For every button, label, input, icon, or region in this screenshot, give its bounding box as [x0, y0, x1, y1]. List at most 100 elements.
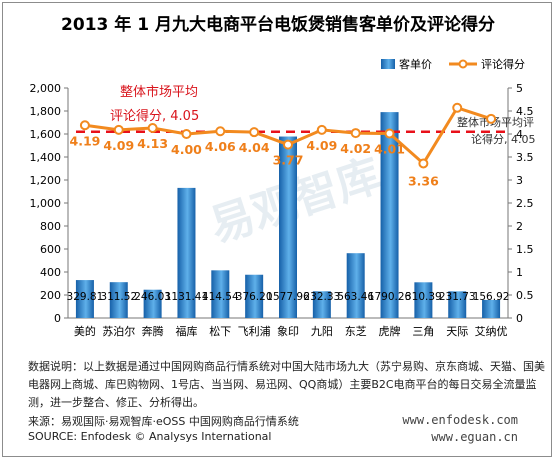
- bar-九阳: [312, 291, 331, 318]
- x-tick-label: 美的: [74, 324, 96, 338]
- bar-value-label: 414.54: [202, 291, 239, 303]
- score-point-艾纳优: [486, 113, 497, 124]
- bar-value-label: 329.81: [67, 291, 104, 303]
- y-left-tick-label: 2,000: [30, 82, 62, 95]
- x-tick-label: 艾纳优: [475, 325, 508, 338]
- bar-苏泊尔: [109, 282, 128, 318]
- y-left-tick-label: 400: [40, 266, 61, 279]
- reference-label-line1: 整体市场平均: [120, 84, 198, 100]
- y-right-tick-label: 4.5: [516, 105, 534, 118]
- x-tick-label: 飞利浦: [238, 325, 271, 338]
- legend-line-marker: [458, 59, 468, 69]
- bar-value-label: 1577.96: [266, 291, 310, 303]
- bar-虎牌: [380, 112, 399, 318]
- score-value-label: 3.77: [273, 153, 304, 168]
- y-left-tick-label: 0: [54, 312, 61, 325]
- score-point-美的: [79, 120, 90, 131]
- website-eguan: www.eguan.cn: [431, 430, 518, 444]
- y-right-tick-label: 0: [516, 312, 523, 325]
- bar-value-label: 376.20: [236, 291, 273, 303]
- score-point-东芝: [350, 128, 361, 139]
- x-tick-label: 虎牌: [379, 324, 401, 338]
- bar-福库: [177, 187, 196, 318]
- score-value-label: 4.01: [374, 142, 405, 157]
- score-point-福库: [181, 129, 192, 139]
- x-tick-label: 九阳: [311, 325, 333, 338]
- bar-value-label: 311.52: [100, 291, 137, 303]
- x-tick-label: 象印: [277, 325, 299, 338]
- bar-奔腾: [143, 289, 162, 318]
- website-enfodesk: www.enfodesk.com: [402, 413, 518, 427]
- score-point-虎牌: [384, 128, 395, 139]
- y-right-tick-label: 2.5: [516, 197, 534, 210]
- score-value-label: 4.02: [340, 141, 371, 156]
- bar-天际: [448, 291, 467, 318]
- score-value-label: 4.09: [306, 138, 337, 153]
- bar-value-label: 1790.26: [368, 291, 412, 303]
- legend-bar-label: 客单价: [399, 57, 432, 71]
- x-tick-label: 奔腾: [142, 324, 164, 338]
- y-left-tick-label: 600: [40, 243, 61, 256]
- legend-bar-swatch: [381, 59, 395, 69]
- reference-label-line2: 评论得分, 4.05: [110, 108, 199, 124]
- y-left-tick-label: 1,000: [30, 197, 62, 210]
- y-left-tick-label: 1,200: [30, 174, 62, 187]
- bar-value-label: 246.03: [134, 291, 171, 303]
- y-left-tick-label: 1,800: [30, 105, 62, 118]
- score-value-label: 4.19: [70, 133, 101, 148]
- y-left-tick-label: 1,600: [30, 128, 62, 141]
- y-left-tick-label: 800: [40, 220, 61, 233]
- bar-value-label: 231.73: [439, 291, 476, 303]
- score-point-奔腾: [147, 123, 158, 134]
- bar-value-label: 156.92: [473, 291, 510, 303]
- score-value-label: 4.13: [137, 136, 168, 151]
- score-point-象印: [283, 139, 293, 150]
- bar-艾纳优: [482, 299, 501, 318]
- y-right-tick-label: 4: [516, 128, 523, 141]
- legend-line-label: 评论得分: [481, 57, 525, 71]
- y-right-tick-label: 1.5: [516, 243, 534, 256]
- bar-value-label: 232.33: [303, 291, 340, 303]
- bar-飞利浦: [245, 274, 264, 318]
- score-point-飞利浦: [249, 127, 260, 138]
- bar-三角: [414, 282, 433, 318]
- bar-象印: [279, 136, 297, 318]
- score-value-label: 4.06: [205, 139, 236, 154]
- y-right-tick-label: 0.5: [516, 289, 534, 302]
- bar-value-label: 1131.41: [165, 291, 208, 303]
- source-english: SOURCE: Enfodesk © Analysys Internationa…: [28, 430, 272, 443]
- reference-label-right-1: 整体市场平均评: [457, 115, 534, 129]
- y-right-tick-label: 2: [516, 220, 523, 233]
- x-tick-label: 东芝: [345, 325, 367, 338]
- score-value-label: 3.36: [408, 173, 439, 188]
- score-point-松下: [215, 126, 226, 137]
- bar-东芝: [346, 253, 365, 318]
- y-right-tick-label: 5: [516, 82, 523, 95]
- chart-title: 2013 年 1 月九大电商平台电饭煲销售客单价及评论得分: [61, 15, 495, 35]
- score-point-九阳: [316, 124, 327, 135]
- source-chinese: 来源：易观国际·易观智库·eOSS 中国网购商品行情系统: [28, 415, 299, 428]
- y-left-tick-label: 1,400: [30, 151, 62, 164]
- x-tick-label: 三角: [412, 325, 434, 338]
- chart-frame: [2, 2, 552, 457]
- score-point-三角: [418, 158, 429, 169]
- score-value-label: 4.00: [171, 142, 202, 157]
- bar-松下: [211, 270, 230, 318]
- x-tick-label: 福库: [175, 324, 197, 338]
- y-right-tick-label: 1: [516, 266, 523, 279]
- reference-label-right-2: 论得分, 4.05: [471, 132, 536, 146]
- bar-美的: [75, 280, 94, 318]
- score-value-label: 4.04: [239, 140, 270, 155]
- score-value-label: 4.09: [103, 138, 134, 153]
- x-tick-label: 苏泊尔: [102, 325, 135, 338]
- x-tick-label: 松下: [209, 324, 231, 338]
- x-tick-label: 天际: [446, 325, 468, 338]
- bar-value-label: 310.39: [405, 291, 442, 303]
- y-right-tick-label: 3.5: [516, 151, 534, 164]
- y-right-tick-label: 3: [516, 174, 523, 187]
- data-notes: 数据说明：以上数据是通过中国网购商品行情系统对中国大陆市场九大（苏宁易购、京东商…: [28, 360, 545, 409]
- score-point-苏泊尔: [113, 124, 124, 135]
- bar-value-label: 563.46: [337, 291, 374, 303]
- y-left-tick-label: 200: [40, 289, 61, 302]
